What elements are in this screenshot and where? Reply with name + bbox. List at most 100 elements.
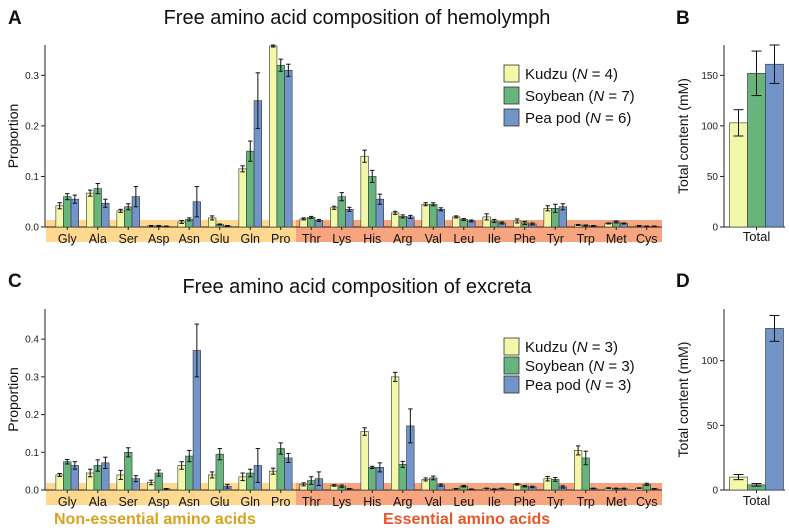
x-tick-label: Cys — [636, 495, 658, 509]
x-tick-label: Ser — [119, 232, 138, 246]
bar-kudzu-trp — [574, 450, 583, 491]
y-tick-label: 0.0 — [25, 223, 39, 234]
bar-kudzu-gln — [238, 168, 247, 228]
x-tick-label: Phe — [514, 495, 536, 509]
bar-soybean-pro — [276, 448, 285, 491]
legend: Kudzu (N = 4) Soybean (N = 7) Pea pod (N =… — [503, 64, 635, 127]
bar-soybean-val — [429, 203, 438, 228]
x-tick-label: Thr — [302, 495, 321, 509]
bar-kudzu-val — [421, 203, 430, 228]
x-tick-label: Ile — [488, 495, 501, 509]
panel-d: D 0 50 100 Total content (mM) Total — [675, 271, 785, 508]
bar-kudzu-ser — [116, 210, 125, 228]
y-tick-label: 0.4 — [25, 335, 39, 346]
x-tick-label: Phe — [514, 232, 536, 246]
panel-a: A Free amino acid composition of hemolymp… — [5, 7, 662, 246]
legend-swatch-soybean — [503, 86, 520, 105]
bar-soybean-lys — [337, 196, 346, 228]
x-tick-label: Met — [606, 232, 627, 246]
bar-peapod-total — [765, 328, 784, 491]
legend-swatch-soybean — [503, 356, 520, 375]
chart-title: Free amino acid composition of hemolymph — [164, 7, 551, 29]
legend-label-kudzu: Kudzu (N = 3) — [525, 339, 618, 356]
x-tick-label: Gln — [241, 495, 261, 509]
panel-letter: B — [676, 8, 690, 29]
x-tick-label: Tyr — [547, 495, 564, 509]
y-tick-label: 150 — [701, 71, 718, 82]
y-tick-label: 0.1 — [25, 172, 39, 183]
bar-soybean-ala — [93, 188, 102, 228]
legend-swatch-kudzu — [503, 337, 520, 356]
y-tick-label: 0 — [712, 486, 718, 497]
panel-b: B 0 50 100 150 Total content (mM) Total — [675, 8, 785, 244]
x-tick-label: Trp — [577, 232, 595, 246]
x-tick-label: Asn — [178, 495, 200, 509]
x-tick-label: Asn — [178, 232, 200, 246]
y-tick-label: 100 — [701, 121, 718, 132]
y-tick-label: 0.2 — [25, 410, 39, 421]
legend-label-peapod: Pea pod (N = 6) — [525, 110, 631, 127]
panel-letter: D — [676, 271, 690, 292]
x-tick-label: Total — [743, 229, 771, 244]
x-tick-label: Glu — [210, 232, 230, 246]
bar-soybean-arg — [398, 464, 407, 491]
legend-swatch-peapod — [503, 375, 520, 394]
bar-kudzu-arg — [391, 212, 400, 228]
legend-label-soybean: Soybean (N = 7) — [525, 88, 635, 105]
y-tick-label: 0 — [712, 223, 718, 234]
y-axis-label: Proportion — [5, 104, 21, 169]
x-tick-label: Met — [606, 495, 627, 509]
y-tick-label: 0.0 — [25, 486, 39, 497]
bar-kudzu-lys — [330, 207, 339, 228]
x-tick-label: Leu — [453, 232, 474, 246]
panel-c: C Free amino acid composition of excreta 0… — [5, 271, 662, 509]
nonessential-label: Non-essential amino acids — [54, 511, 256, 528]
x-tick-label: Trp — [577, 495, 595, 509]
x-tick-label: Pro — [271, 232, 291, 246]
x-tick-label: Tyr — [547, 232, 564, 246]
essential-label: Essential amino acids — [383, 511, 550, 528]
essential-band — [296, 483, 662, 505]
x-tick-label: Leu — [453, 495, 474, 509]
bar-soybean-gly — [63, 196, 72, 228]
bar-soybean-his — [368, 176, 377, 228]
bar-peapod-pro — [284, 69, 293, 228]
x-tick-label: Ser — [119, 495, 138, 509]
legend-swatch-kudzu — [503, 64, 520, 83]
y-tick-label: 0.3 — [25, 71, 39, 82]
y-tick-label: 0.3 — [25, 372, 39, 383]
x-tick-label: Asp — [148, 495, 170, 509]
bar-kudzu-gly — [55, 474, 64, 491]
x-tick-label: Lys — [332, 495, 351, 509]
legend-label-peapod: Pea pod (N = 3) — [525, 377, 631, 394]
y-tick-label: 50 — [707, 421, 719, 432]
bar-peapod-val — [436, 209, 445, 228]
x-tick-label: Gly — [58, 495, 78, 509]
y-tick-label: 0.1 — [25, 448, 39, 459]
x-tick-label: Cys — [636, 232, 658, 246]
bar-kudzu-leu — [452, 216, 461, 228]
bar-soybean-gly — [63, 461, 72, 491]
x-tick-label: Glu — [210, 495, 230, 509]
x-tick-label: Asp — [148, 232, 170, 246]
x-tick-label: Arg — [393, 232, 413, 246]
x-tick-label: Pro — [271, 495, 291, 509]
x-tick-label: Gln — [241, 232, 261, 246]
legend: Kudzu (N = 3) Soybean (N = 3) Pea pod (N =… — [503, 337, 635, 394]
bar-peapod-total — [765, 63, 784, 228]
bar-soybean-gln — [246, 150, 255, 228]
bar-kudzu-his — [360, 431, 369, 491]
x-tick-label: Val — [425, 495, 442, 509]
y-axis-label: Total content (mM) — [675, 342, 691, 458]
x-tick-label: Total — [743, 493, 771, 508]
x-tick-label: His — [363, 232, 381, 246]
legend-label-soybean: Soybean (N = 3) — [525, 358, 635, 375]
x-tick-label: Ala — [89, 495, 107, 509]
bar-peapod-lys — [345, 209, 354, 228]
bar-soybean-total — [747, 73, 766, 228]
x-tick-label: Ile — [488, 232, 501, 246]
x-tick-label: Ala — [89, 232, 107, 246]
bar-kudzu-arg — [391, 376, 400, 491]
chart-title: Free amino acid composition of excreta — [182, 276, 532, 298]
